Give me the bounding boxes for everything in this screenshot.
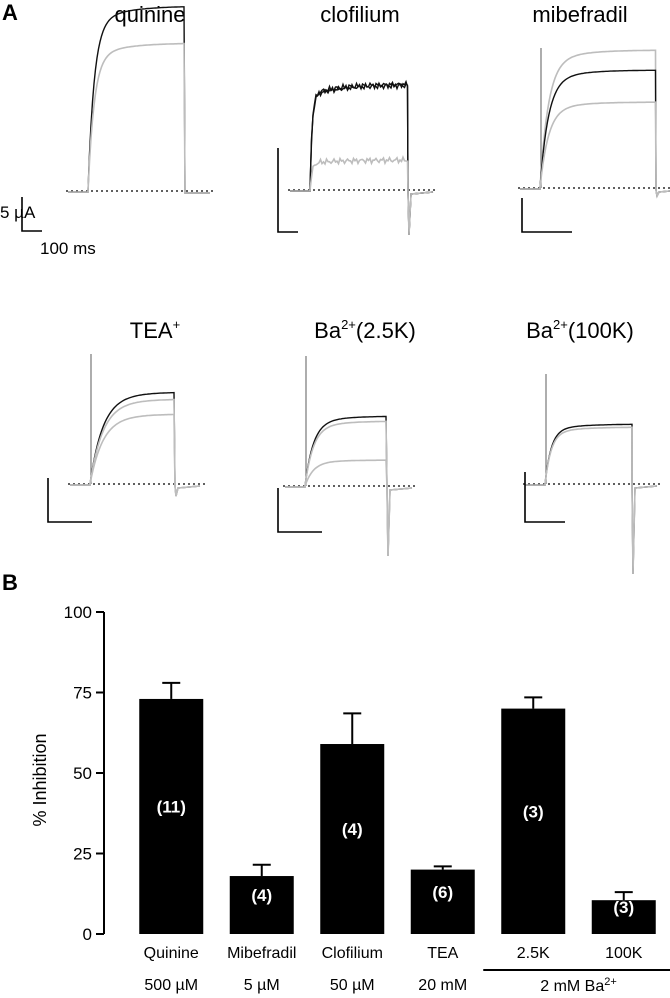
trace-title: Ba2+(2.5K)	[314, 317, 416, 343]
trace-title: mibefradil	[532, 2, 627, 27]
y-tick-label: 100	[64, 603, 92, 622]
concentration-label: 20 mM	[418, 977, 467, 994]
drug-trace	[70, 413, 201, 497]
bar-n-label: (6)	[432, 883, 453, 902]
drug-trace	[68, 42, 210, 194]
concentration-label: 500 µM	[144, 977, 198, 994]
concentration-label: 50 µM	[330, 977, 375, 994]
control-trace	[525, 423, 658, 575]
bar	[501, 708, 566, 934]
panel-a-label: A	[2, 0, 18, 25]
current-traces: quinine clofilium mibefradil TEA+ Ba2+(2.5K)…	[0, 2, 670, 575]
control-trace	[285, 415, 413, 557]
bar-n-label: (4)	[342, 820, 363, 839]
scale-bar	[21, 197, 42, 232]
x-tick-label: Quinine	[144, 945, 199, 962]
trace-title: Ba2+(100K)	[526, 317, 634, 343]
control-trace	[520, 69, 670, 199]
drug-trace	[520, 101, 670, 199]
x-tick-label: Clofilium	[322, 945, 383, 962]
y-tick-label: 75	[73, 684, 92, 703]
drug-trace	[70, 398, 201, 497]
bar-chart: 0 25 50 75 100 (11) Quinine 500 µM (4) Mibefradil…	[64, 603, 670, 995]
bar	[410, 869, 475, 934]
drug-trace	[290, 154, 434, 236]
scale-bar-current-label: 5 µA	[0, 203, 36, 222]
control-trace	[290, 79, 434, 236]
scale-bar-time-label: 100 ms	[40, 239, 96, 258]
panel-b-label: B	[2, 570, 18, 595]
bar-n-label: (3)	[523, 802, 544, 821]
x-tick-label: 100K	[605, 945, 643, 962]
bar	[229, 876, 294, 934]
bar-n-label: (4)	[251, 886, 272, 905]
x-tick-label: Mibefradil	[227, 945, 296, 962]
drug-trace	[285, 420, 413, 557]
control-trace	[70, 391, 201, 497]
trace-title-superscript: +	[173, 317, 181, 332]
bar	[591, 900, 656, 934]
bar	[139, 698, 204, 934]
x-tick-label: 2.5K	[517, 945, 550, 962]
scale-bar	[277, 488, 322, 533]
drug-trace	[285, 459, 413, 557]
y-tick-label: 25	[73, 845, 92, 864]
scale-bar	[524, 472, 565, 523]
scale-bar	[521, 198, 572, 233]
y-tick-label: 50	[73, 764, 92, 783]
trace-title: quinine	[115, 2, 186, 27]
control-trace	[68, 6, 210, 194]
y-tick-label: 0	[83, 925, 92, 944]
trace-title-superscript: 2+	[553, 317, 568, 332]
scale-bar	[277, 148, 298, 233]
group-label-superscript: 2+	[604, 976, 617, 988]
bar	[320, 744, 385, 934]
x-tick-label: TEA	[427, 945, 458, 962]
bar-n-label: (3)	[613, 898, 634, 917]
drug-trace	[525, 426, 658, 575]
trace-title: TEA+	[130, 317, 180, 343]
concentration-label: 5 µM	[244, 977, 280, 994]
trace-title-suffix: (2.5K)	[356, 318, 416, 343]
drug-trace	[520, 49, 670, 199]
trace-title-suffix: (100K)	[568, 318, 634, 343]
y-axis-label: % Inhibition	[30, 733, 50, 826]
bar-n-label: (11)	[157, 798, 186, 817]
trace-title-superscript: 2+	[341, 317, 356, 332]
trace-title: clofilium	[320, 2, 399, 27]
group-label: 2 mM Ba2+	[540, 976, 617, 995]
scale-bar	[47, 478, 92, 523]
